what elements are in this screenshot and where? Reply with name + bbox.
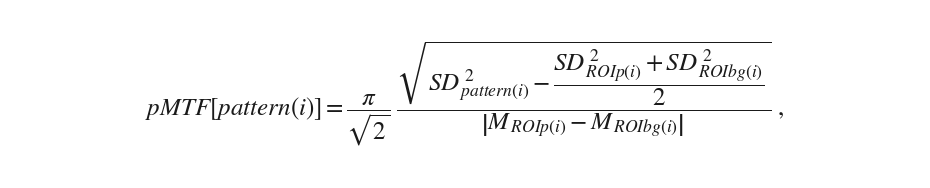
Text: $pMTF\left[pattern(i)\right] = \dfrac{\pi}{\sqrt{2}} \; \dfrac{\sqrt{SD_{\,patte: $pMTF\left[pattern(i)\right] = \dfrac{\p…	[145, 40, 785, 148]
